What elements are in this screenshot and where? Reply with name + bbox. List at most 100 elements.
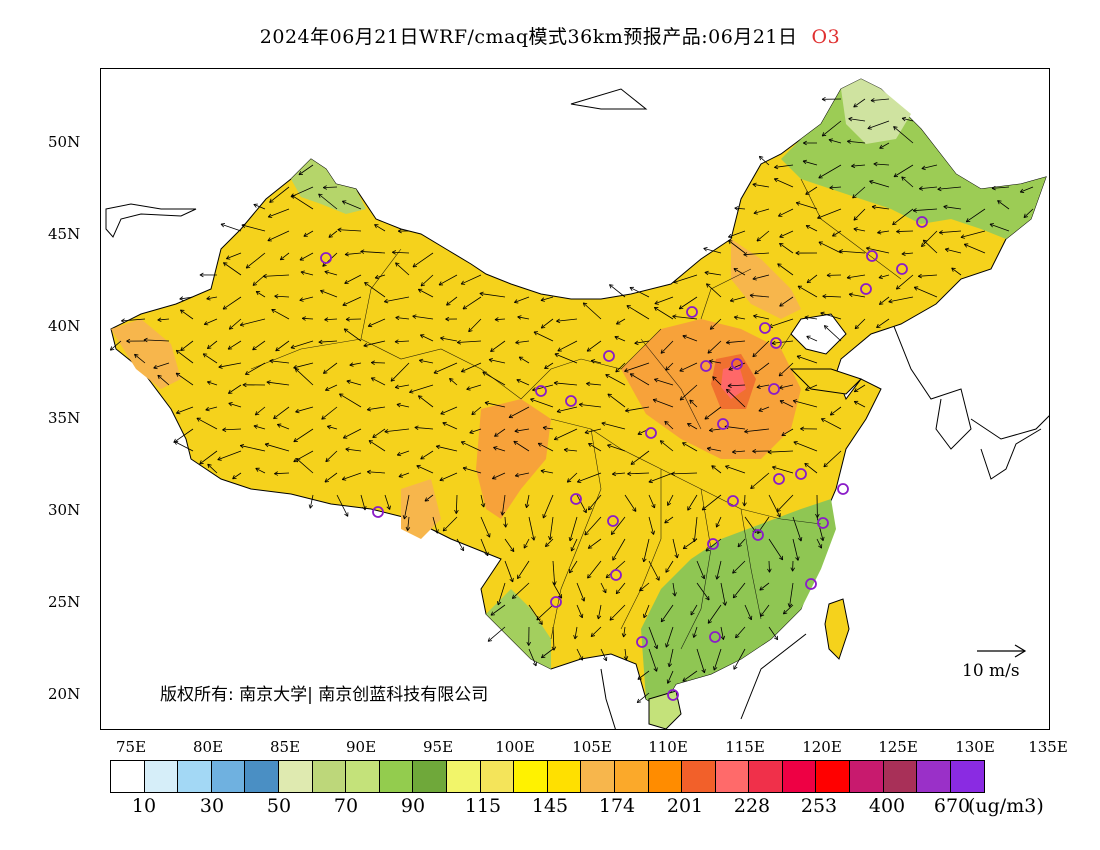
lon-label-130: 130E [955, 738, 995, 756]
wind-arrow [816, 538, 823, 549]
colorbar-swatch [514, 761, 548, 792]
wind-arrow [720, 582, 727, 606]
wind-arrow [460, 441, 482, 452]
wind-arrow [901, 116, 914, 122]
wind-arrow [806, 335, 818, 342]
wind-arrow [346, 379, 362, 386]
wind-arrow [480, 516, 491, 538]
wind-arrow [504, 560, 514, 583]
wind-arrow [528, 604, 543, 625]
wind-arrow [707, 604, 722, 624]
wind-arrow [274, 471, 290, 476]
wind-arrow [207, 463, 218, 474]
wind-arrow [752, 448, 770, 454]
station-marker [752, 529, 764, 541]
colorbar-swatch [211, 761, 246, 792]
wind-arrow [624, 362, 650, 373]
wind-arrow [750, 472, 770, 490]
wind-arrow [220, 223, 242, 232]
station-marker [700, 360, 712, 372]
wind-arrow [696, 560, 706, 580]
station-marker [860, 283, 872, 295]
wind-arrow [299, 252, 314, 261]
wind-arrow [912, 208, 938, 213]
wind-arrow [320, 289, 338, 298]
wind-arrow [269, 358, 290, 364]
wind-arrow [991, 185, 1010, 191]
wind-arrow [687, 423, 698, 430]
wind-arrow [586, 381, 602, 387]
lon-label-95: 95E [422, 738, 454, 756]
wind-arrow [772, 465, 794, 474]
wind-arrow [667, 648, 674, 668]
wind-arrow [199, 272, 218, 278]
west-tibet-band [111, 319, 181, 389]
wind-arrow [918, 186, 938, 191]
wind-arrow [300, 270, 314, 276]
wind-arrow [228, 402, 242, 408]
wind-arrow [540, 318, 554, 329]
wind-arrow [715, 560, 722, 580]
wind-arrow [296, 458, 314, 474]
wind-arrow [488, 358, 506, 364]
wind-arrow [368, 440, 386, 452]
lon-label-105: 105E [572, 738, 612, 756]
wind-arrow [324, 317, 338, 322]
wind-arrow [779, 296, 794, 307]
wind-arrow [703, 247, 722, 254]
wind-arrow [727, 230, 746, 239]
colorbar-swatch [782, 761, 817, 792]
wind-arrow [729, 296, 746, 303]
wind-arrow [479, 291, 506, 298]
wind-arrow [790, 560, 795, 572]
wind-arrow [726, 388, 746, 408]
wind-arrow [484, 401, 506, 408]
wind-arrow [792, 538, 800, 561]
colorbar-label-400: 400 [868, 795, 906, 817]
wind-arrow [625, 406, 650, 413]
lon-label-75: 75E [115, 738, 147, 756]
wind-arrow [853, 227, 866, 232]
wind-arrow [367, 469, 386, 475]
colorbar-swatch [749, 761, 783, 792]
wind-arrow [290, 340, 314, 350]
station-marker [773, 473, 785, 485]
wind-arrow [542, 494, 554, 519]
wind-arrow [742, 494, 747, 507]
wind-arrow [753, 208, 770, 215]
city-station-markers [320, 216, 928, 701]
wind-arrow [540, 648, 554, 659]
station-marker [770, 337, 782, 349]
wind-arrow [753, 314, 770, 320]
wind-arrow [433, 362, 458, 374]
wind-arrow [440, 336, 458, 342]
wind-arrow [227, 340, 242, 350]
lat-label-40: 40N [48, 317, 81, 335]
wind-arrow [895, 274, 914, 290]
wind-arrow [360, 249, 386, 254]
wind-arrow [867, 120, 890, 130]
wind-arrow [321, 406, 338, 420]
wind-arrow [997, 200, 1010, 210]
wind-arrow [363, 340, 386, 348]
wind-arrow [548, 516, 554, 541]
wind-arrow [869, 179, 890, 188]
wind-arrow [590, 626, 602, 638]
wind-arrow [737, 538, 746, 548]
wind-arrow [370, 377, 386, 386]
wind-arrow [460, 362, 482, 373]
wind-arrow [344, 274, 362, 284]
wind-arrow [754, 362, 770, 375]
lon-label-110: 110E [648, 738, 688, 756]
wind-arrow [752, 182, 770, 188]
wind-arrow [787, 582, 794, 608]
colorbar-swatch [648, 761, 683, 792]
wind-arrow [176, 406, 194, 415]
wind-arrow [298, 164, 314, 176]
wind-arrow [796, 355, 818, 364]
wind-arrow [349, 362, 362, 367]
wind-arrow [851, 163, 866, 169]
wind-arrow [679, 362, 698, 372]
colorbar-label-145: 145 [531, 795, 569, 817]
wind-arrow [805, 384, 818, 391]
